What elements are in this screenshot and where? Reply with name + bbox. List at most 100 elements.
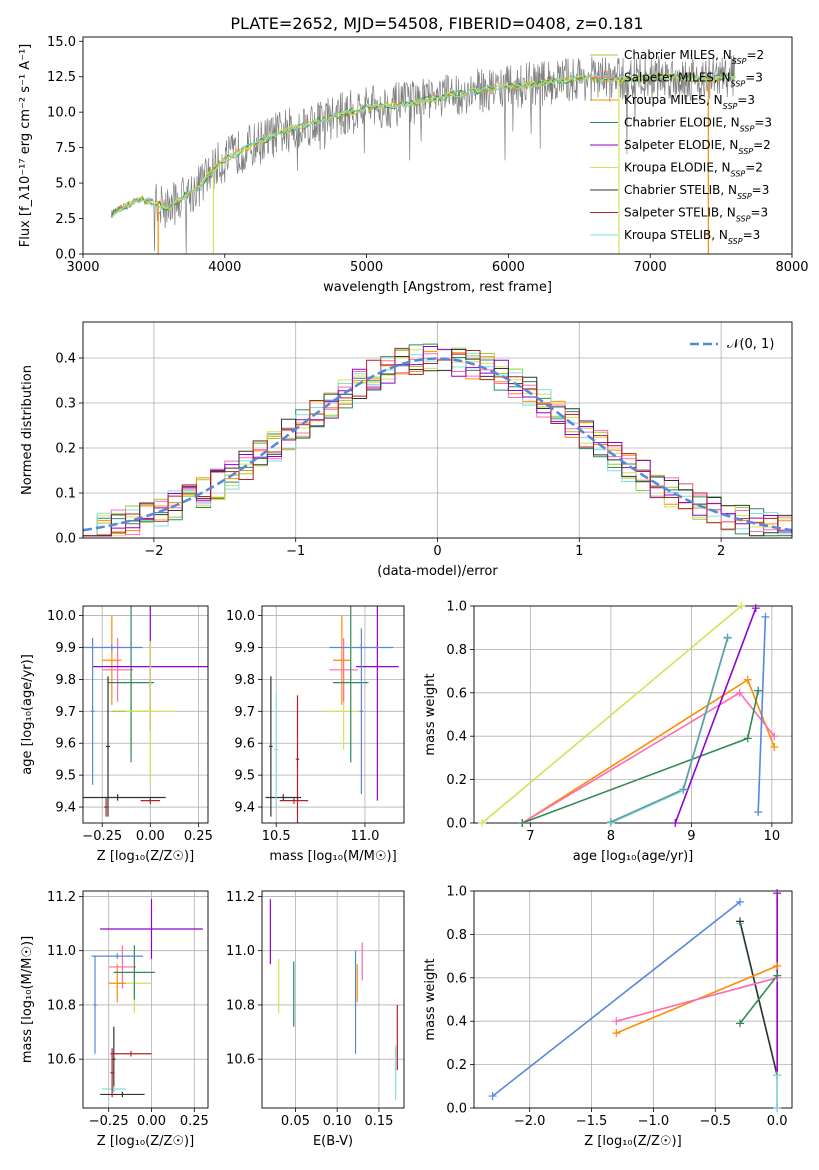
y-tick-label: 10.6 [226,1053,255,1068]
y-tick-label: 1.0 [446,600,467,615]
x-axis-label: Z [log₁₀(Z/Z☉)] [97,849,194,864]
x-tick-label: 0.05 [281,1114,310,1129]
y-tick-label: 0.4 [446,1015,467,1030]
panel-age_vs_mass: 10.5 11.0 9.4 9.5 9.6 9.7 9.8 9.9 10.0 mass [log₁… [226,605,405,864]
weight-marker [671,819,680,827]
y-tick-label: 9.5 [55,769,76,784]
x-tick-label: −0.25 [82,829,122,844]
axes-frame [82,36,793,255]
plot-area [265,606,399,823]
weight-marker [770,743,779,752]
plot-area [83,343,792,537]
y-tick-label: 10.8 [47,998,76,1013]
weight-marker [754,686,763,695]
plot-area [83,606,208,817]
panel-residuals: −2 −1 0 1 2 0.0 0.1 0.2 0.3 0.4 (data-model)/error… [20,321,793,579]
y-tick-label: 0.4 [446,730,467,745]
axes-frame [82,890,209,1109]
y-axis-label: Flux [f_λ10⁻¹⁷ erg cm⁻² s⁻¹ A⁻¹] [18,44,33,248]
x-tick-label: 0.0 [767,1114,788,1129]
y-tick-label: 0.0 [55,248,76,263]
x-tick-label: 8 [607,829,615,844]
x-tick-label: 0 [433,544,441,559]
y-tick-label: 0.2 [446,1058,467,1073]
y-tick-label: 0.6 [446,686,467,701]
plot-area [110,55,736,254]
gaussian-curve [83,357,792,532]
x-tick-label: 0.00 [137,1114,166,1129]
y-tick-label: 9.5 [234,769,255,784]
x-tick-label: −1.0 [638,1114,670,1129]
y-tick-label: 0.2 [55,442,76,457]
weight-marker [736,1019,745,1028]
y-tick-label: 12.5 [47,70,76,85]
y-axis-label: mass weight [423,673,438,755]
x-tick-label: 2 [717,544,725,559]
y-tick-label: 9.4 [234,801,255,816]
weight-marker [743,675,752,684]
legend-entry: Chabrier MILES, NSSP=2 [624,48,764,66]
spectrum-legend: Chabrier MILES, NSSP=2 Salpeter MILES, NS… [590,48,772,246]
weight-marker [737,602,746,610]
weight-marker [736,917,745,926]
weight-series-0 [492,901,741,1097]
plot-area [269,899,398,1100]
weight-marker [743,734,752,743]
y-tick-label: 0.0 [55,532,76,547]
x-tick-label: −2 [144,544,163,559]
axes-frame [82,605,209,824]
legend-entry: Salpeter ELODIE, NSSP=2 [624,138,771,156]
y-tick-label: 0.3 [55,397,76,412]
x-axis-label: (data-model)/error [377,564,498,579]
y-tick-label: 9.9 [234,641,255,656]
y-tick-label: 2.5 [55,212,76,227]
y-tick-label: 9.4 [55,801,76,816]
spectrum-data-line [111,55,736,254]
x-tick-label: 0.25 [184,829,213,844]
histogram-series-8 [83,347,792,537]
x-tick-label: 0.10 [323,1114,352,1129]
weight-marker [770,732,779,741]
legend-entry: Kroupa MILES, NSSP=3 [624,93,755,111]
x-tick-label: −0.25 [89,1114,129,1129]
x-tick-label: 5000 [350,260,383,275]
y-tick-label: 11.2 [47,890,76,905]
weight-marker [488,1092,497,1101]
x-axis-label: wavelength [Angstrom, rest frame] [323,280,552,295]
legend-entry: Kroupa ELODIE, NSSP=2 [624,161,763,179]
legend-entry: Chabrier STELIB, NSSP=3 [624,183,769,201]
x-tick-label: −1.5 [576,1114,608,1129]
weight-marker [518,819,527,827]
axes-frame [82,321,793,539]
x-tick-label: 0.00 [136,829,165,844]
y-tick-label: 10.8 [226,998,255,1013]
x-tick-label: 10 [764,829,781,844]
weight-marker [735,688,744,697]
y-tick-label: 1.0 [446,885,467,900]
x-axis-label: Z [log₁₀(Z/Z☉)] [584,1134,681,1149]
weight-marker [478,819,487,827]
y-tick-label: 9.9 [55,641,76,656]
weight-marker [773,961,782,970]
y-tick-label: 10.0 [226,609,255,624]
weight-series-0 [481,606,742,823]
legend-gaussian-label: 𝒩(0, 1) [727,337,774,352]
panel-spectrum: 3000 4000 5000 6000 7000 8000 0.0 2.5 5.0 7.5 10.0… [18,35,809,295]
legend-entry: Kroupa STELIB, NSSP=3 [624,228,760,246]
x-axis-label: mass [log₁₀(M/M☉)] [269,849,396,864]
y-tick-label: 7.5 [55,141,76,156]
weight-marker [612,1029,621,1038]
x-tick-label: 0.15 [364,1114,393,1129]
y-tick-label: 0.0 [446,1102,467,1117]
weight-series-5 [739,975,778,1024]
y-axis-label: Normed distribution [20,365,35,495]
y-axis-label: mass weight [423,958,438,1040]
weight-series-1 [521,678,776,823]
x-axis-label: age [log₁₀(age/yr)] [573,849,694,864]
y-tick-label: 10.0 [47,106,76,121]
y-tick-label: 9.8 [55,673,76,688]
weight-series-4 [674,607,757,823]
x-axis-label: Z [log₁₀(Z/Z☉)] [97,1134,194,1149]
model-line-1 [110,73,736,218]
y-tick-label: 11.0 [226,944,255,959]
